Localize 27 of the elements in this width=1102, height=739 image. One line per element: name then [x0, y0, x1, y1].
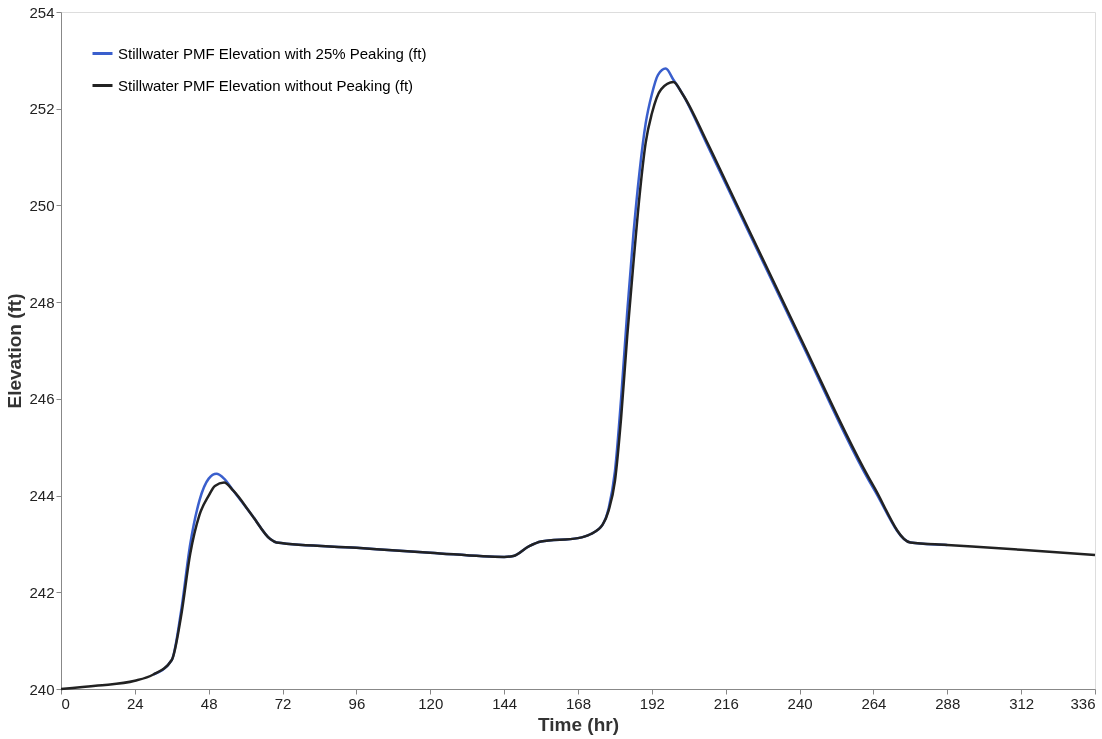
x-tick-label: 144	[492, 694, 518, 712]
x-tick-label: 288	[935, 694, 961, 712]
legend-label: Stillwater PMF Elevation without Peaking (ft)	[118, 76, 414, 94]
y-tick-label: 240	[29, 680, 55, 698]
y-tick-label: 246	[29, 390, 55, 408]
x-tick-label: 120	[418, 694, 444, 712]
x-tick-label: 336	[1070, 694, 1096, 712]
y-tick-label: 242	[29, 583, 55, 601]
x-tick-label: 192	[639, 694, 665, 712]
x-tick-label: 96	[348, 694, 366, 712]
y-tick-label: 244	[29, 487, 55, 505]
y-axis-title: Elevation (ft)	[4, 293, 26, 409]
y-tick-label: 248	[29, 293, 55, 311]
x-axis-title: Time (hr)	[538, 713, 619, 735]
x-tick-label: 168	[565, 694, 592, 712]
x-tick-label: 216	[713, 694, 739, 712]
y-tick-label: 254	[29, 3, 55, 21]
y-tick-label: 250	[29, 196, 55, 214]
x-tick-label: 240	[787, 694, 813, 712]
x-tick-label: 264	[861, 694, 887, 712]
y-tick-label: 252	[29, 100, 55, 118]
x-tick-label: 72	[274, 694, 292, 712]
x-tick-label: 0	[61, 694, 70, 712]
x-tick-label: 312	[1009, 694, 1035, 712]
x-tick-label: 24	[127, 694, 144, 712]
legend-label: Stillwater PMF Elevation with 25% Peaking (ft)	[118, 44, 427, 62]
x-tick-label: 48	[200, 694, 218, 712]
